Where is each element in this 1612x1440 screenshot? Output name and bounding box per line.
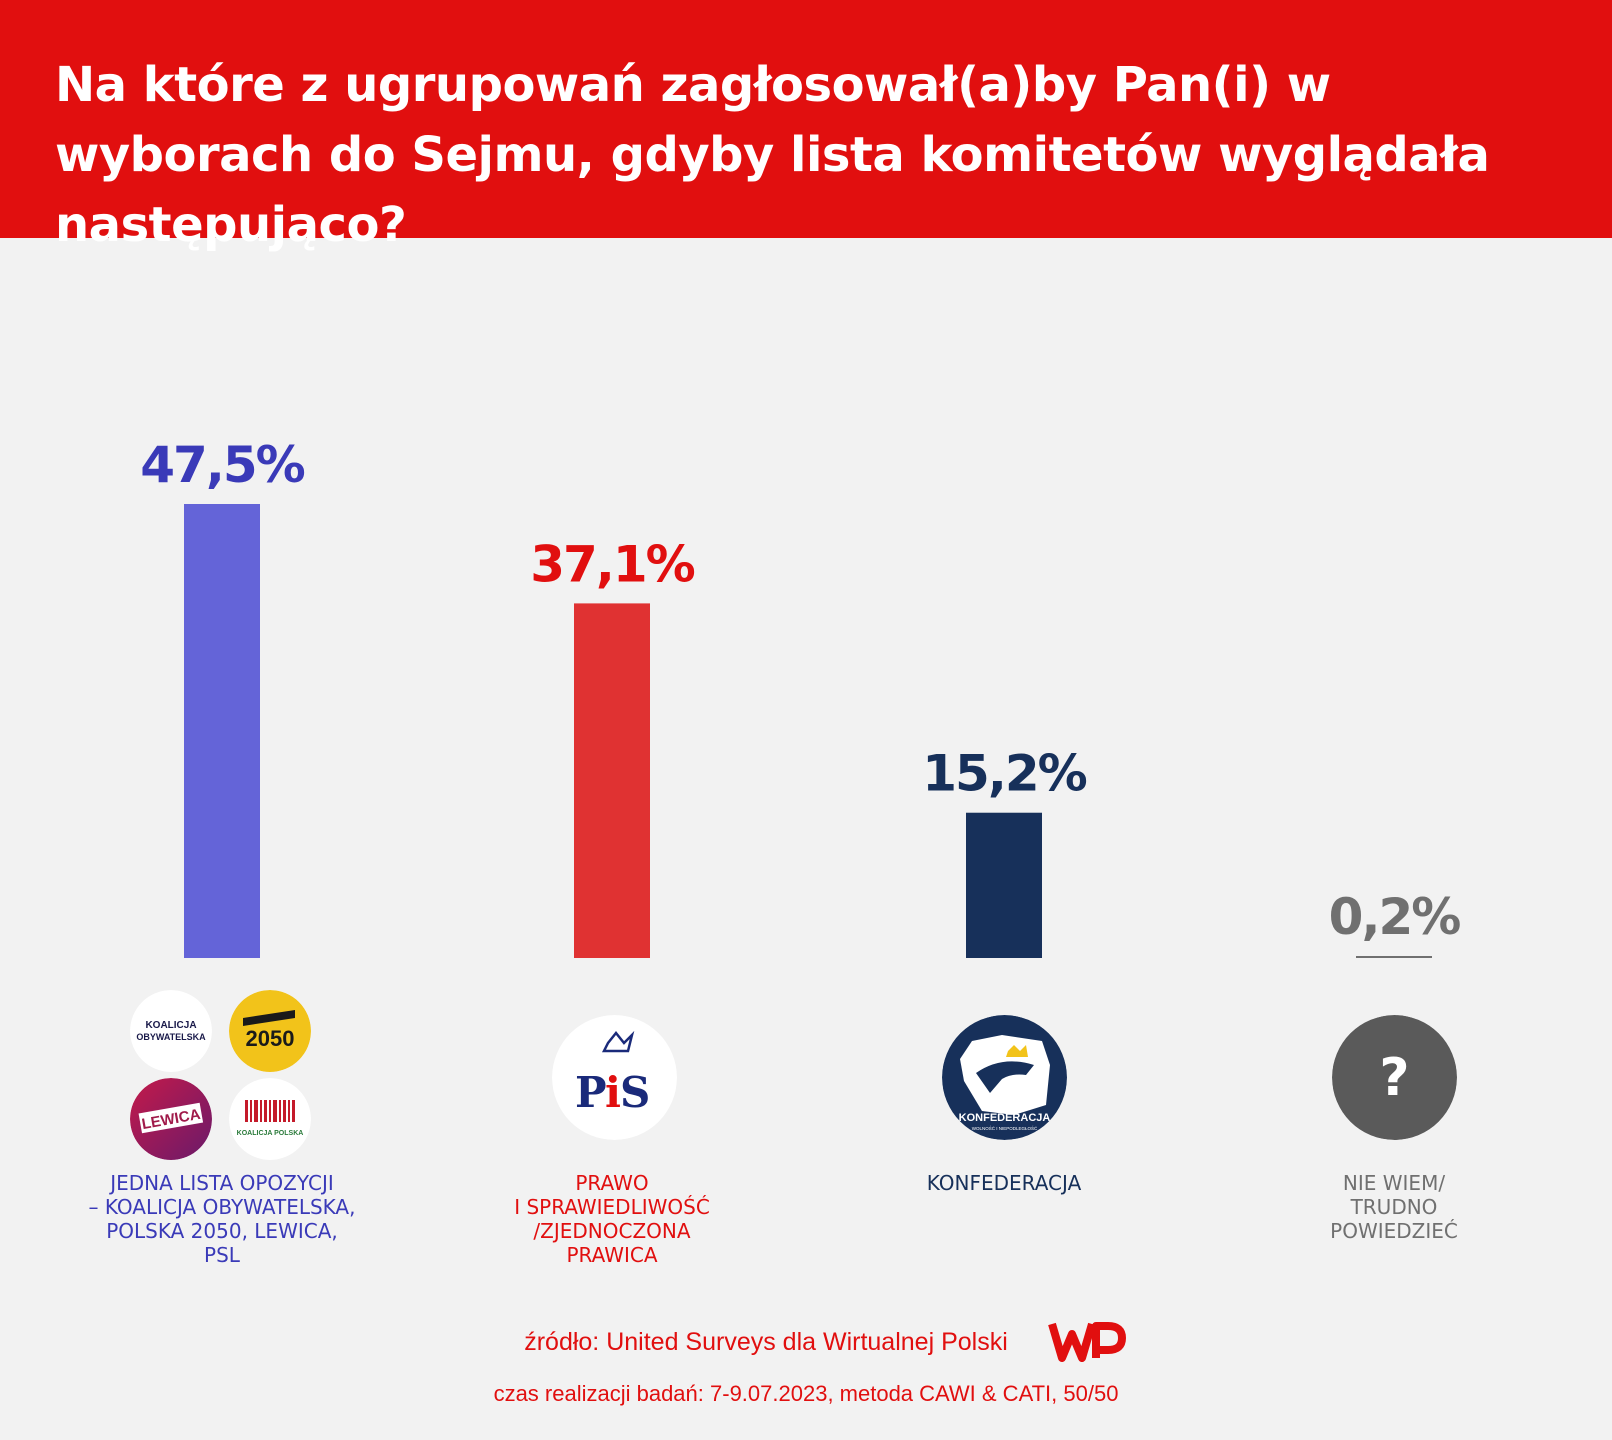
koalicja-obywatelska-logo: KOALICJA OBYWATELSKA [130, 990, 212, 1072]
pis-s-letter: S [620, 1068, 650, 1117]
value-label-4: 0,2% [1329, 888, 1461, 946]
source-text: źródło: United Surveys dla Wirtualnej Po… [524, 1328, 1008, 1356]
value-label-3: 15,2% [922, 745, 1086, 803]
category-label-line: NIE WIEM/ [1342, 1171, 1446, 1195]
method-text: czas realizacji badań: 7-9.07.2023, meto… [493, 1381, 1119, 1406]
wp-logo [1048, 1322, 1126, 1362]
ko-logo-line1: KOALICJA [145, 1020, 196, 1031]
category-label-2: PRAWO I SPRAWIEDLIWOŚĆ/ZJEDNOCZONA PRAWICA [447, 1171, 777, 1267]
category-label-line: POWIEDZIEĆ [1330, 1219, 1458, 1243]
question-mark-glyph: ? [1379, 1048, 1409, 1108]
category-label-line: KONFEDERACJA [926, 1171, 1082, 1195]
polska-2050-text: 2050 [246, 1026, 295, 1051]
category-label-line: PRAWICA [566, 1243, 658, 1267]
bar-4 [1356, 956, 1432, 958]
konf-logo-subtext: WOLNOŚĆ I NIEPODLEGŁOŚĆ [972, 1124, 1038, 1131]
category-label-line: PRAWO [575, 1171, 649, 1195]
bar-1 [184, 504, 260, 958]
pis-logo: P i S [552, 1015, 677, 1140]
konf-logo-text: KONFEDERACJA [959, 1112, 1051, 1124]
koalicja-polska-logo: KOALICJA POLSKA [229, 1078, 311, 1160]
category-label-3: KONFEDERACJA [839, 1171, 1169, 1195]
chart-title: Na które z ugrupowań zagłosował(a)by Pan… [55, 57, 1490, 253]
category-label-4: NIE WIEM/TRUDNO POWIEDZIEĆ [1229, 1171, 1559, 1243]
polska-2050-logo: 2050 [229, 990, 311, 1072]
category-label-line: PSL [204, 1243, 240, 1267]
value-label-1: 47,5% [140, 436, 304, 494]
category-label-line: I SPRAWIEDLIWOŚĆ [514, 1195, 710, 1219]
category-label-line: /ZJEDNOCZONA [533, 1219, 691, 1243]
value-label-2: 37,1% [530, 535, 694, 593]
pis-p-letter: P [575, 1068, 607, 1117]
kp-text: KOALICJA POLSKA [237, 1130, 304, 1137]
category-label-line: POLSKA 2050, LEWICA, [106, 1219, 338, 1243]
category-label-line: JEDNA LISTA OPOZYCJI [110, 1171, 334, 1195]
category-label-1: JEDNA LISTA OPOZYCJI – KOALICJA OBYWATELS… [57, 1171, 387, 1267]
question-mark-icon: ? [1332, 1015, 1457, 1140]
konfederacja-logo: KONFEDERACJA WOLNOŚĆ I NIEPODLEGŁOŚĆ [942, 1015, 1067, 1140]
bar-3 [966, 812, 1042, 958]
ko-logo-line2: OBYWATELSKA [136, 1032, 206, 1042]
header-banner: Na które z ugrupowań zagłosował(a)by Pan… [0, 0, 1612, 253]
category-label-line: – KOALICJA OBYWATELSKA, [88, 1195, 356, 1219]
bar-2 [574, 603, 650, 958]
lewica-logo: LEWICA [130, 1078, 212, 1160]
category-label-line: TRUDNO [1350, 1195, 1438, 1219]
pis-i-letter: i [605, 1068, 621, 1117]
